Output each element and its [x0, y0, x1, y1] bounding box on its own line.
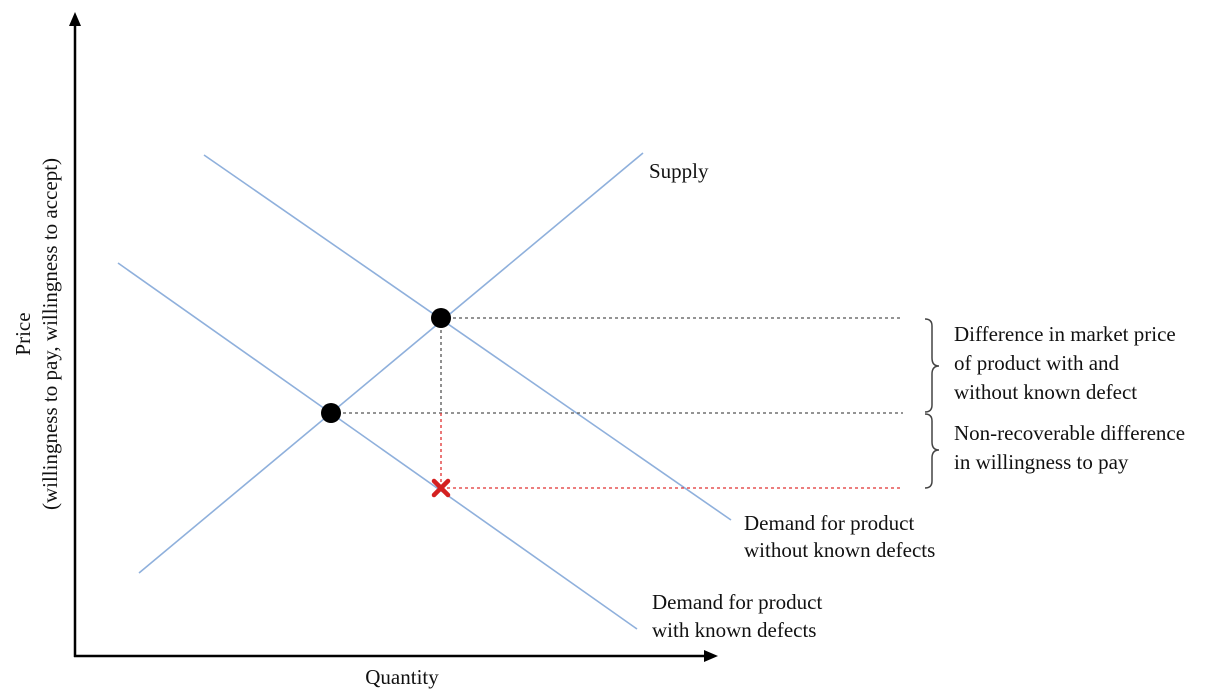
- equilibrium-point-without-defects-icon: [431, 308, 451, 328]
- wtp-x-mark-icon: [431, 478, 451, 498]
- demand-without-defects-label-line2: without known defects: [744, 538, 935, 562]
- supply-curve: [138, 152, 644, 574]
- y-axis-label-line2: (willingness to pay, willingness to acce…: [38, 158, 62, 510]
- brace-nonrecoverable-difference: [924, 413, 940, 489]
- demand-without-defects-curve: [203, 154, 732, 521]
- demand-with-defects-label-line2: with known defects: [652, 618, 816, 642]
- demand-with-defects-label-line1: Demand for product: [652, 590, 822, 614]
- y-axis-arrow-icon: [69, 12, 81, 26]
- supply-label: Supply: [649, 159, 709, 183]
- demand-without-defects-label-line1: Demand for product: [744, 511, 914, 535]
- x-axis-label: Quantity: [365, 665, 439, 689]
- market-price-diff-line3: without known defect: [954, 380, 1137, 404]
- nonrecoverable-line2: in willingness to pay: [954, 450, 1129, 474]
- equilibrium-point-with-defects-icon: [321, 403, 341, 423]
- nonrecoverable-line1: Non-recoverable difference: [954, 421, 1185, 445]
- market-price-diff-line2: of product with and: [954, 351, 1120, 375]
- demand-with-defects-curve: [117, 262, 638, 630]
- brace-market-price-difference: [924, 318, 940, 413]
- market-price-diff-line1: Difference in market price: [954, 322, 1176, 346]
- x-axis-arrow-icon: [704, 650, 718, 662]
- y-axis-label-line1: Price: [11, 312, 35, 355]
